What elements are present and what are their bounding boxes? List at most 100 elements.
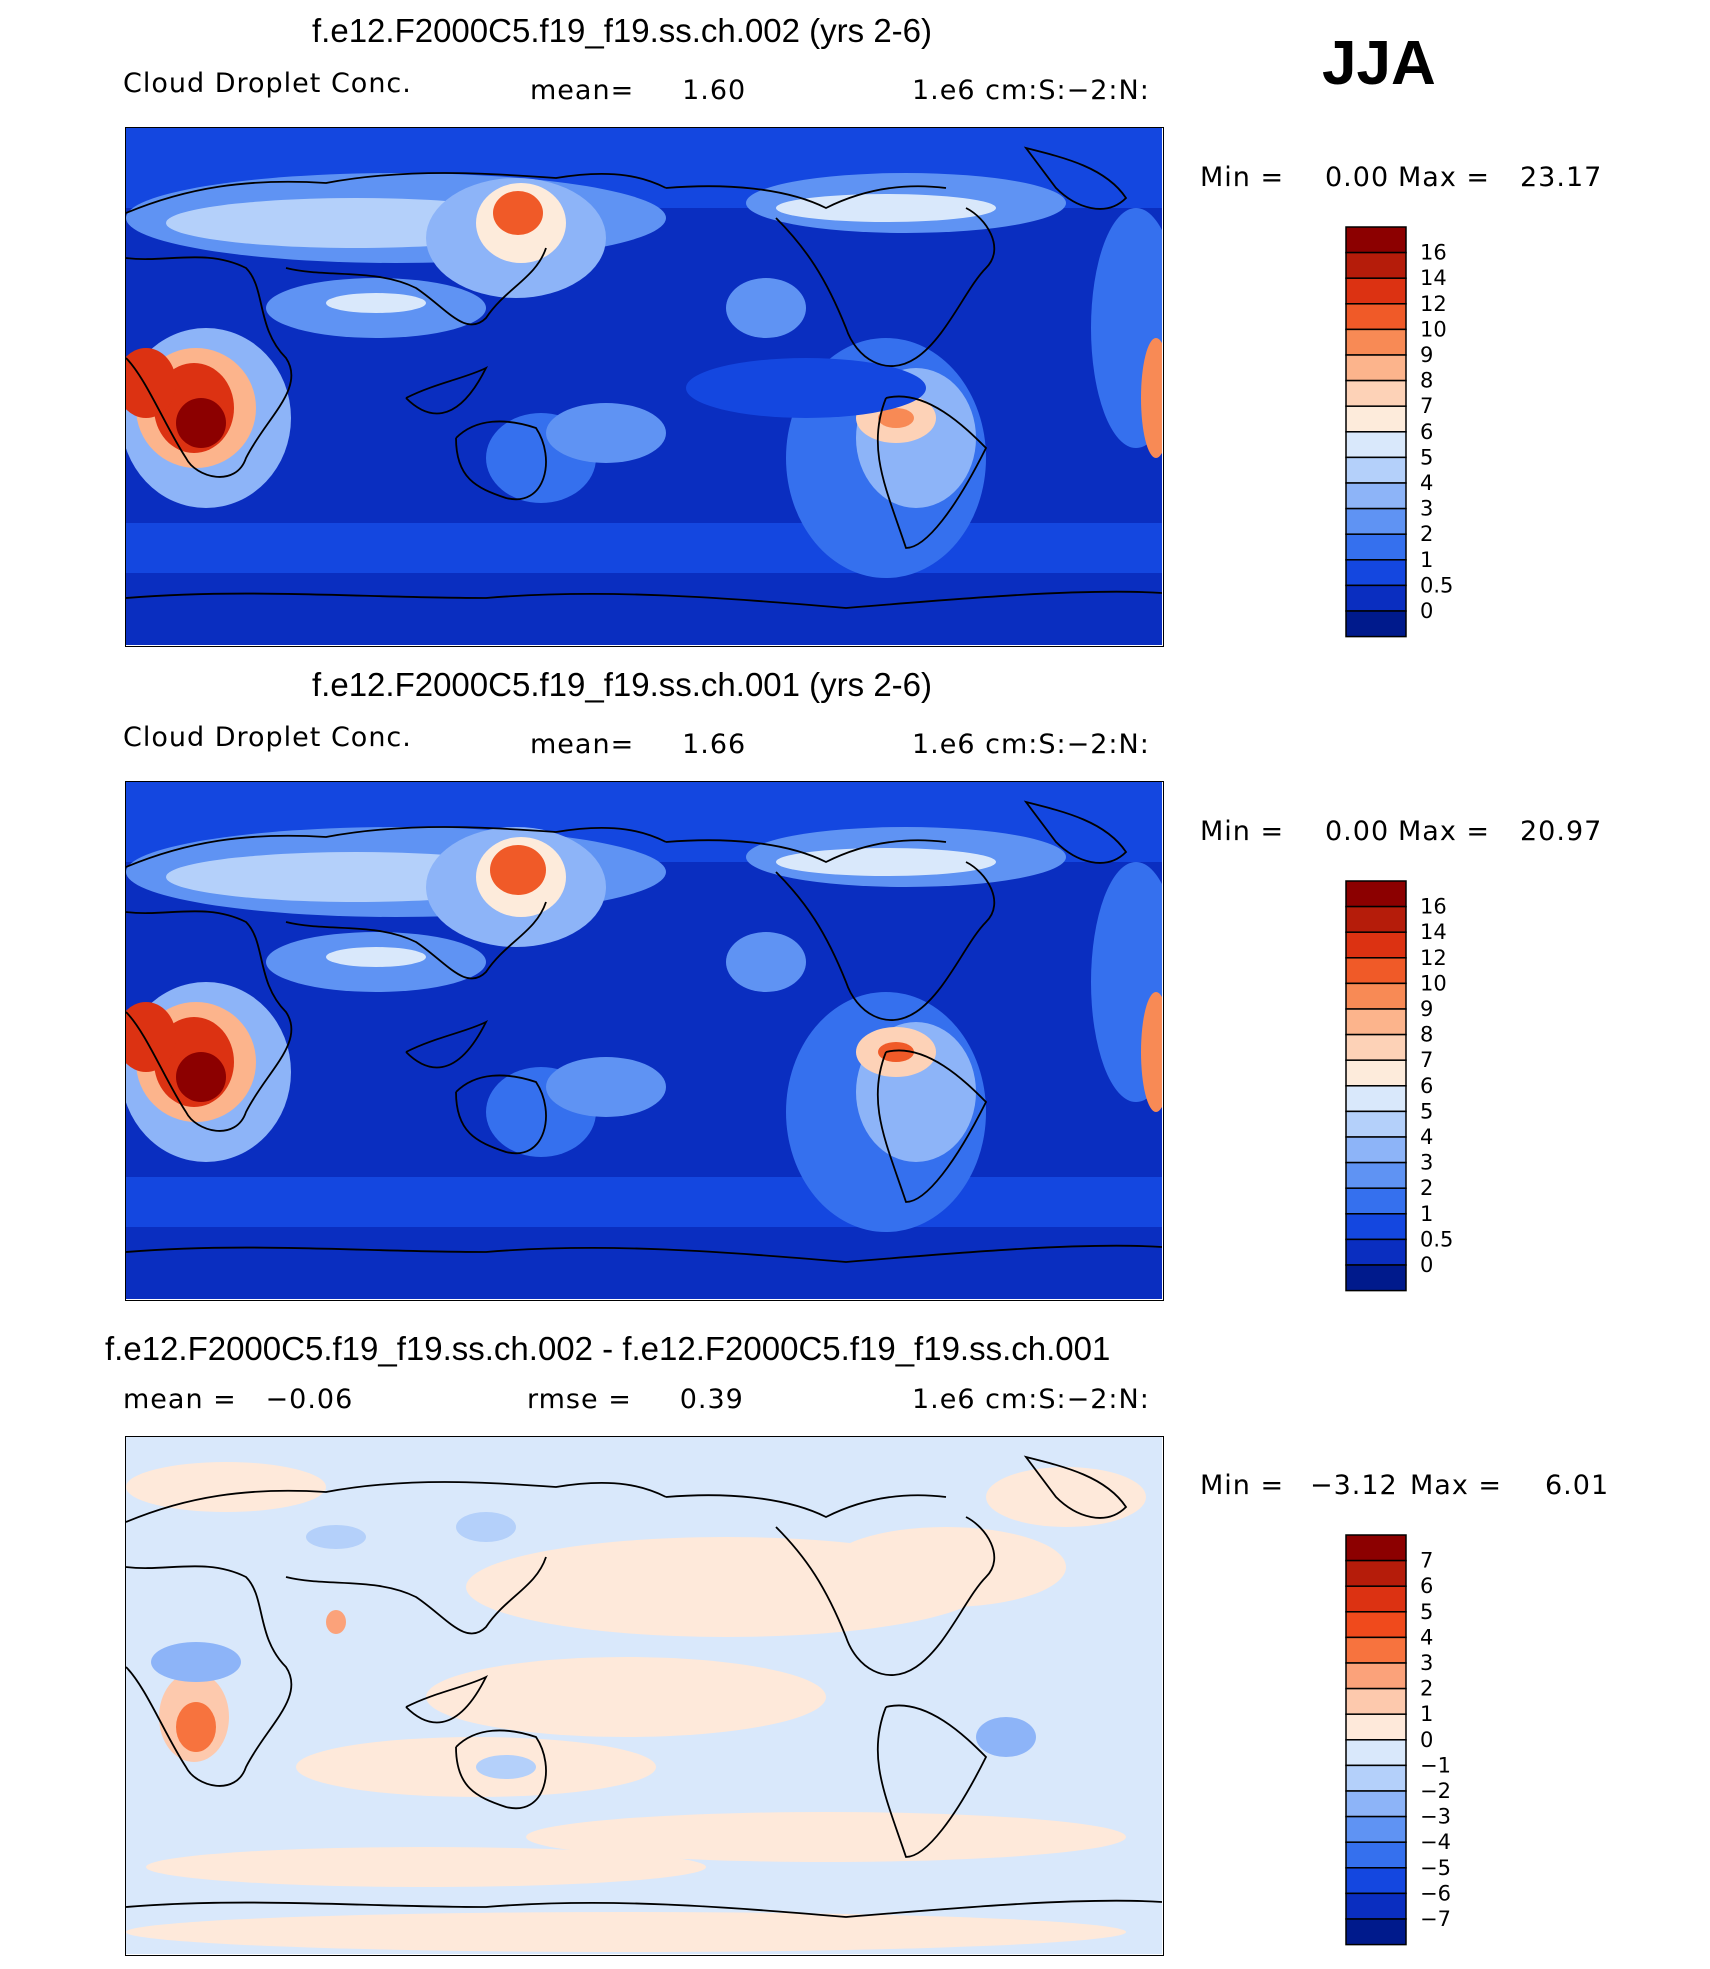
colorbar-1-label: 0 <box>1420 599 1433 623</box>
colorbar-1-label: 0.5 <box>1420 573 1453 597</box>
colorbar-1-label: 3 <box>1420 497 1433 521</box>
colorbar-1-label: 14 <box>1420 266 1447 290</box>
colorbar-2-label: 4 <box>1420 1125 1433 1149</box>
colorbar-2-box <box>1345 957 1407 985</box>
colorbar-1-label: 2 <box>1420 522 1433 546</box>
panel-1-colorbar: 16 14 12 10 9 8 7 6 5 4 3 2 1 0.5 0 <box>1345 226 1495 638</box>
colorbar-2-label: 6 <box>1420 1074 1433 1098</box>
colorbar-2-box <box>1345 982 1407 1010</box>
colorbar-2-box <box>1345 1213 1407 1241</box>
colorbar-2-label: 9 <box>1420 997 1433 1021</box>
colorbar-3-box <box>1345 1790 1407 1818</box>
colorbar-1-box <box>1345 251 1407 279</box>
colorbar-2-label: 2 <box>1420 1176 1433 1200</box>
panel-3-title: f.e12.F2000C5.f19_f19.ss.ch.002 - f.e12.… <box>105 1330 1111 1367</box>
colorbar-1-box <box>1345 354 1407 382</box>
colorbar-3-label: 7 <box>1420 1549 1433 1573</box>
colorbar-2-label: 8 <box>1420 1023 1433 1047</box>
panel-3-rmse: rmse = 0.39 <box>527 1384 744 1415</box>
colorbar-1-label: 12 <box>1420 292 1447 316</box>
colorbar-2-box <box>1345 1161 1407 1189</box>
colorbar-3-label: −1 <box>1420 1753 1451 1777</box>
colorbar-2-label: 0 <box>1420 1253 1433 1277</box>
panel-2-max-value: 20.97 <box>1520 816 1603 847</box>
colorbar-3-label: 6 <box>1420 1574 1433 1598</box>
colorbar-1-label: 5 <box>1420 445 1433 469</box>
panel-2-colorbar: 16 14 12 10 9 8 7 6 5 4 3 2 1 0.5 0 <box>1345 880 1495 1292</box>
panel-2-variable: Cloud Droplet Conc. <box>123 722 412 753</box>
panel-3-min-label: Min = <box>1200 1470 1285 1501</box>
colorbar-3-label: −5 <box>1420 1856 1451 1880</box>
colorbar-3-label: 0 <box>1420 1728 1433 1752</box>
colorbar-1-box <box>1345 431 1407 459</box>
colorbar-3-label: −7 <box>1420 1907 1451 1931</box>
colorbar-3-label: −2 <box>1420 1779 1451 1803</box>
colorbar-2-label: 10 <box>1420 971 1447 995</box>
colorbar-3-box <box>1345 1559 1407 1587</box>
colorbar-3-box <box>1345 1867 1407 1895</box>
colorbar-1-box <box>1345 559 1407 587</box>
colorbar-1-box <box>1345 482 1407 510</box>
colorbar-1-box <box>1345 610 1407 638</box>
colorbar-1-box <box>1345 584 1407 612</box>
colorbar-3-box <box>1345 1662 1407 1690</box>
colorbar-3-label: −3 <box>1420 1805 1451 1829</box>
panel-1-title: f.e12.F2000C5.f19_f19.ss.ch.002 (yrs 2-6… <box>312 12 933 49</box>
colorbar-2-label: 12 <box>1420 946 1447 970</box>
colorbar-3-box <box>1345 1687 1407 1715</box>
colorbar-3-box <box>1345 1585 1407 1613</box>
colorbar-2-box <box>1345 1136 1407 1164</box>
colorbar-2-label: 7 <box>1420 1048 1433 1072</box>
colorbar-3-label: 3 <box>1420 1651 1433 1675</box>
colorbar-3-box <box>1345 1841 1407 1869</box>
colorbar-2-box <box>1345 1264 1407 1292</box>
colorbar-3-box <box>1345 1918 1407 1946</box>
panel-3-colorbar: 7 6 5 4 3 2 1 0 −1 −2 −3 −4 −5 −6 −7 <box>1345 1534 1495 1946</box>
colorbar-1-box <box>1345 277 1407 305</box>
colorbar-1-box <box>1345 456 1407 484</box>
panel-1-min-label: Min = <box>1200 162 1285 193</box>
colorbar-2-box <box>1345 1187 1407 1215</box>
panel-2-min-value: 0.00 <box>1325 816 1390 847</box>
panel-2-units: 1.e6 cm:S:−2:N: <box>912 729 1150 760</box>
colorbar-1-box <box>1345 328 1407 356</box>
colorbar-2-box <box>1345 1059 1407 1087</box>
colorbar-2-box <box>1345 1008 1407 1036</box>
panel-3-min-value: −3.12 <box>1310 1470 1398 1501</box>
panel-3-max-label: Max = <box>1410 1470 1503 1501</box>
colorbar-2-label: 16 <box>1420 895 1447 919</box>
colorbar-3-box <box>1345 1764 1407 1792</box>
colorbar-2-label: 5 <box>1420 1099 1433 1123</box>
panel-1-units: 1.e6 cm:S:−2:N: <box>912 75 1150 106</box>
colorbar-3-box <box>1345 1534 1407 1562</box>
panel-1-max-label: Max = <box>1398 162 1491 193</box>
panel-3-max-value: 6.01 <box>1545 1470 1610 1501</box>
colorbar-3-box <box>1345 1611 1407 1639</box>
colorbar-2-box <box>1345 1033 1407 1061</box>
panel-1-max-value: 23.17 <box>1520 162 1603 193</box>
panel-2-min-label: Min = <box>1200 816 1285 847</box>
panel-2-map <box>125 781 1164 1301</box>
panel-1-variable: Cloud Droplet Conc. <box>123 68 412 99</box>
colorbar-2-label: 1 <box>1420 1202 1433 1226</box>
colorbar-2-box <box>1345 1110 1407 1138</box>
colorbar-1-label: 9 <box>1420 343 1433 367</box>
colorbar-3-box <box>1345 1815 1407 1843</box>
colorbar-3-label: 2 <box>1420 1677 1433 1701</box>
colorbar-1-box <box>1345 405 1407 433</box>
panel-3-units: 1.e6 cm:S:−2:N: <box>912 1384 1150 1415</box>
colorbar-1-box <box>1345 533 1407 561</box>
panel-2-mean: mean= 1.66 <box>530 729 747 760</box>
colorbar-1-box <box>1345 507 1407 535</box>
panel-2-title: f.e12.F2000C5.f19_f19.ss.ch.001 (yrs 2-6… <box>312 666 933 703</box>
colorbar-3-box <box>1345 1739 1407 1767</box>
colorbar-3-label: −6 <box>1420 1881 1451 1905</box>
colorbar-1-label: 4 <box>1420 471 1433 495</box>
colorbar-1-box <box>1345 379 1407 407</box>
colorbar-2-label: 3 <box>1420 1151 1433 1175</box>
colorbar-2-box <box>1345 931 1407 959</box>
colorbar-1-label: 6 <box>1420 420 1433 444</box>
colorbar-2-label: 0.5 <box>1420 1227 1453 1251</box>
panel-3-mean: mean = −0.06 <box>123 1384 354 1415</box>
colorbar-1-label: 10 <box>1420 317 1447 341</box>
